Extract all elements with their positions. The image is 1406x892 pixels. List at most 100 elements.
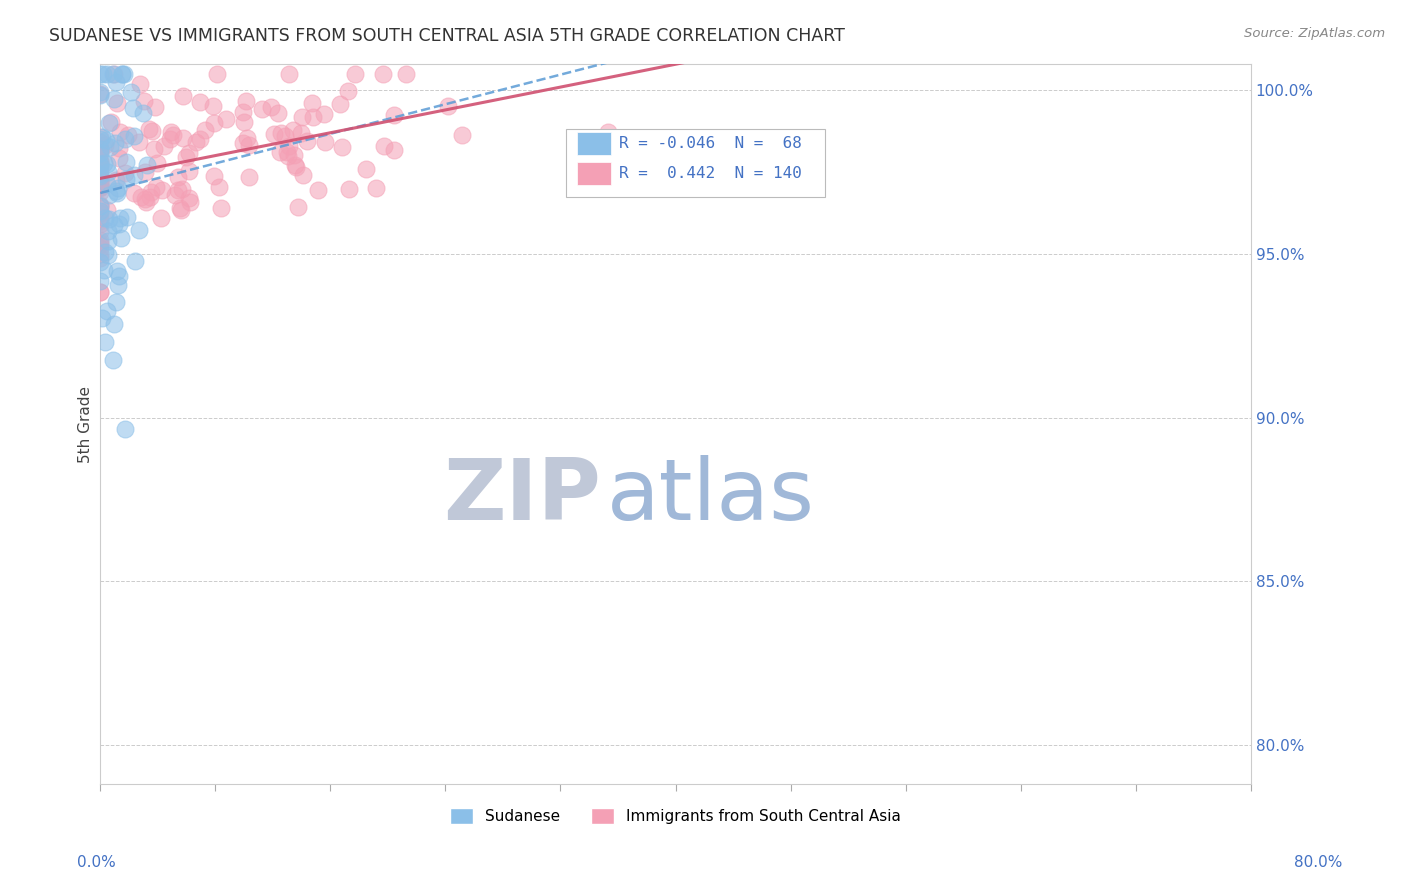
Point <box>89 274 111 288</box>
Point <box>169 203 191 218</box>
Point <box>188 132 211 146</box>
Point <box>163 188 186 202</box>
Point <box>89 132 111 146</box>
Point <box>89 87 111 102</box>
Text: R =  0.442  N = 140: R = 0.442 N = 140 <box>619 166 801 181</box>
Point <box>138 121 160 136</box>
Point <box>114 422 136 436</box>
Text: Source: ZipAtlas.com: Source: ZipAtlas.com <box>1244 27 1385 40</box>
Point <box>364 181 387 195</box>
Point <box>141 123 163 137</box>
Point <box>104 173 127 187</box>
Point <box>273 128 295 143</box>
Point <box>177 146 200 161</box>
Point <box>100 115 122 129</box>
Point <box>235 94 257 108</box>
Point <box>134 95 156 109</box>
Point <box>283 147 305 161</box>
Point <box>89 87 111 102</box>
Point <box>277 149 299 163</box>
Point <box>287 200 309 214</box>
Point <box>232 114 254 128</box>
Point <box>382 108 405 122</box>
Point <box>108 269 131 284</box>
Point <box>98 212 121 227</box>
Point <box>89 247 111 261</box>
Point <box>105 184 128 198</box>
Point <box>108 211 131 225</box>
Point <box>451 128 474 142</box>
Point <box>301 95 323 110</box>
Point <box>89 237 111 252</box>
Point <box>105 186 128 201</box>
Point <box>96 67 118 81</box>
Point <box>94 133 117 147</box>
Point <box>103 219 125 233</box>
Point <box>101 353 124 368</box>
Point <box>142 142 165 156</box>
Point <box>107 180 129 194</box>
Point <box>103 67 125 81</box>
Point <box>188 95 211 110</box>
Point <box>97 224 120 238</box>
Point <box>329 96 352 111</box>
Point <box>89 233 111 247</box>
Point <box>103 93 125 107</box>
Point <box>93 155 115 169</box>
Point <box>166 183 188 197</box>
Point <box>89 235 111 250</box>
Point <box>160 126 183 140</box>
Point <box>284 158 307 172</box>
Point <box>122 186 145 200</box>
Point <box>89 198 111 212</box>
Point <box>89 178 111 192</box>
Point <box>89 180 111 194</box>
Point <box>89 251 111 265</box>
Point <box>250 102 273 116</box>
Point <box>114 155 136 169</box>
Point <box>89 171 111 186</box>
Point <box>89 285 111 299</box>
Point <box>94 244 117 259</box>
Point <box>132 106 155 120</box>
FancyBboxPatch shape <box>576 132 612 155</box>
Point <box>107 151 129 165</box>
Point <box>117 128 139 142</box>
Point <box>110 231 132 245</box>
Point <box>152 139 174 153</box>
Point <box>236 131 259 145</box>
Point <box>89 145 111 159</box>
Text: R = -0.046  N =  68: R = -0.046 N = 68 <box>619 136 801 151</box>
Point <box>337 182 360 196</box>
Point <box>263 127 285 141</box>
Point <box>89 143 111 157</box>
Point <box>107 277 129 292</box>
Point <box>89 211 111 225</box>
Point <box>89 129 111 144</box>
Point <box>89 185 111 199</box>
Point <box>89 145 111 160</box>
Point <box>131 190 153 204</box>
Point <box>278 139 301 153</box>
Legend: Sudanese, Immigrants from South Central Asia: Sudanese, Immigrants from South Central … <box>444 802 907 830</box>
Point <box>105 264 128 278</box>
Point <box>89 172 111 186</box>
Point <box>97 164 120 178</box>
Point <box>104 75 127 89</box>
Point <box>143 100 166 114</box>
Text: ZIP: ZIP <box>443 455 600 538</box>
Point <box>91 67 114 81</box>
Point <box>103 318 125 332</box>
FancyBboxPatch shape <box>567 128 825 197</box>
Point <box>343 67 366 81</box>
Point <box>89 285 111 299</box>
Point <box>89 180 111 194</box>
Point <box>260 100 283 114</box>
Point <box>97 188 120 202</box>
Text: 80.0%: 80.0% <box>1295 855 1343 870</box>
Point <box>112 67 135 81</box>
Point <box>184 136 207 150</box>
Text: SUDANESE VS IMMIGRANTS FROM SOUTH CENTRAL ASIA 5TH GRADE CORRELATION CHART: SUDANESE VS IMMIGRANTS FROM SOUTH CENTRA… <box>49 27 845 45</box>
Point <box>89 159 111 173</box>
Point <box>89 142 111 156</box>
